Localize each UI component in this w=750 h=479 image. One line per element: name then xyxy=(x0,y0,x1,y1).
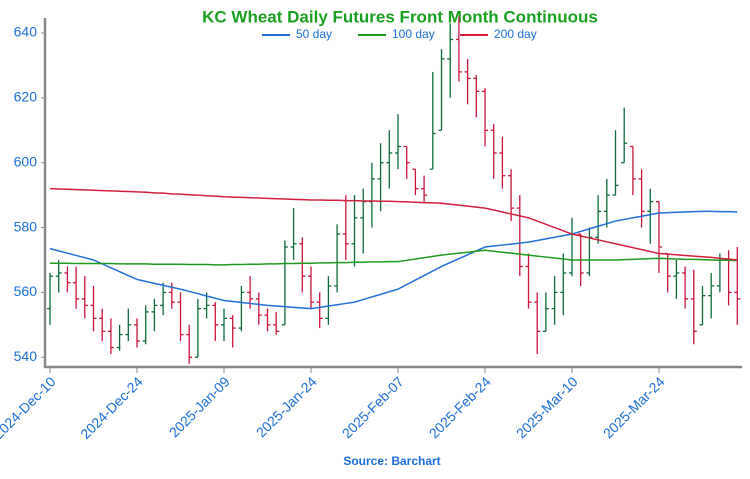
x-tick-label: 2024-Dec-24 xyxy=(77,373,146,442)
moving-average-line xyxy=(49,187,738,261)
source: Source: Barchart xyxy=(343,454,440,468)
legend-label: 200 day xyxy=(494,27,537,41)
moving-average-line xyxy=(49,210,738,310)
y-tick-label: 640 xyxy=(14,24,38,40)
chart-title: KC Wheat Daily Futures Front Month Conti… xyxy=(202,7,598,26)
x-tick-label: 2025-Jan-24 xyxy=(253,373,320,440)
x-tick-label: 2025-Feb-07 xyxy=(339,373,407,441)
y-tick-label: 600 xyxy=(14,153,38,169)
y-tick-label: 580 xyxy=(14,218,38,234)
legend-label: 100 day xyxy=(392,27,435,41)
x-tick-label: 2025-Mar-10 xyxy=(513,373,581,441)
x-tick-label: 2025-Feb-24 xyxy=(426,373,494,441)
y-tick-label: 560 xyxy=(14,283,38,299)
moving-average-line xyxy=(50,249,738,266)
x-tick-label: 2024-Dec-10 xyxy=(0,373,59,442)
x-tick-label: 2025-Jan-09 xyxy=(166,373,233,440)
legend-label: 50 day xyxy=(296,27,332,41)
y-tick-label: 540 xyxy=(14,348,38,364)
y-tick-label: 620 xyxy=(14,89,38,105)
x-tick-label: 2025-Mar-24 xyxy=(600,373,668,441)
